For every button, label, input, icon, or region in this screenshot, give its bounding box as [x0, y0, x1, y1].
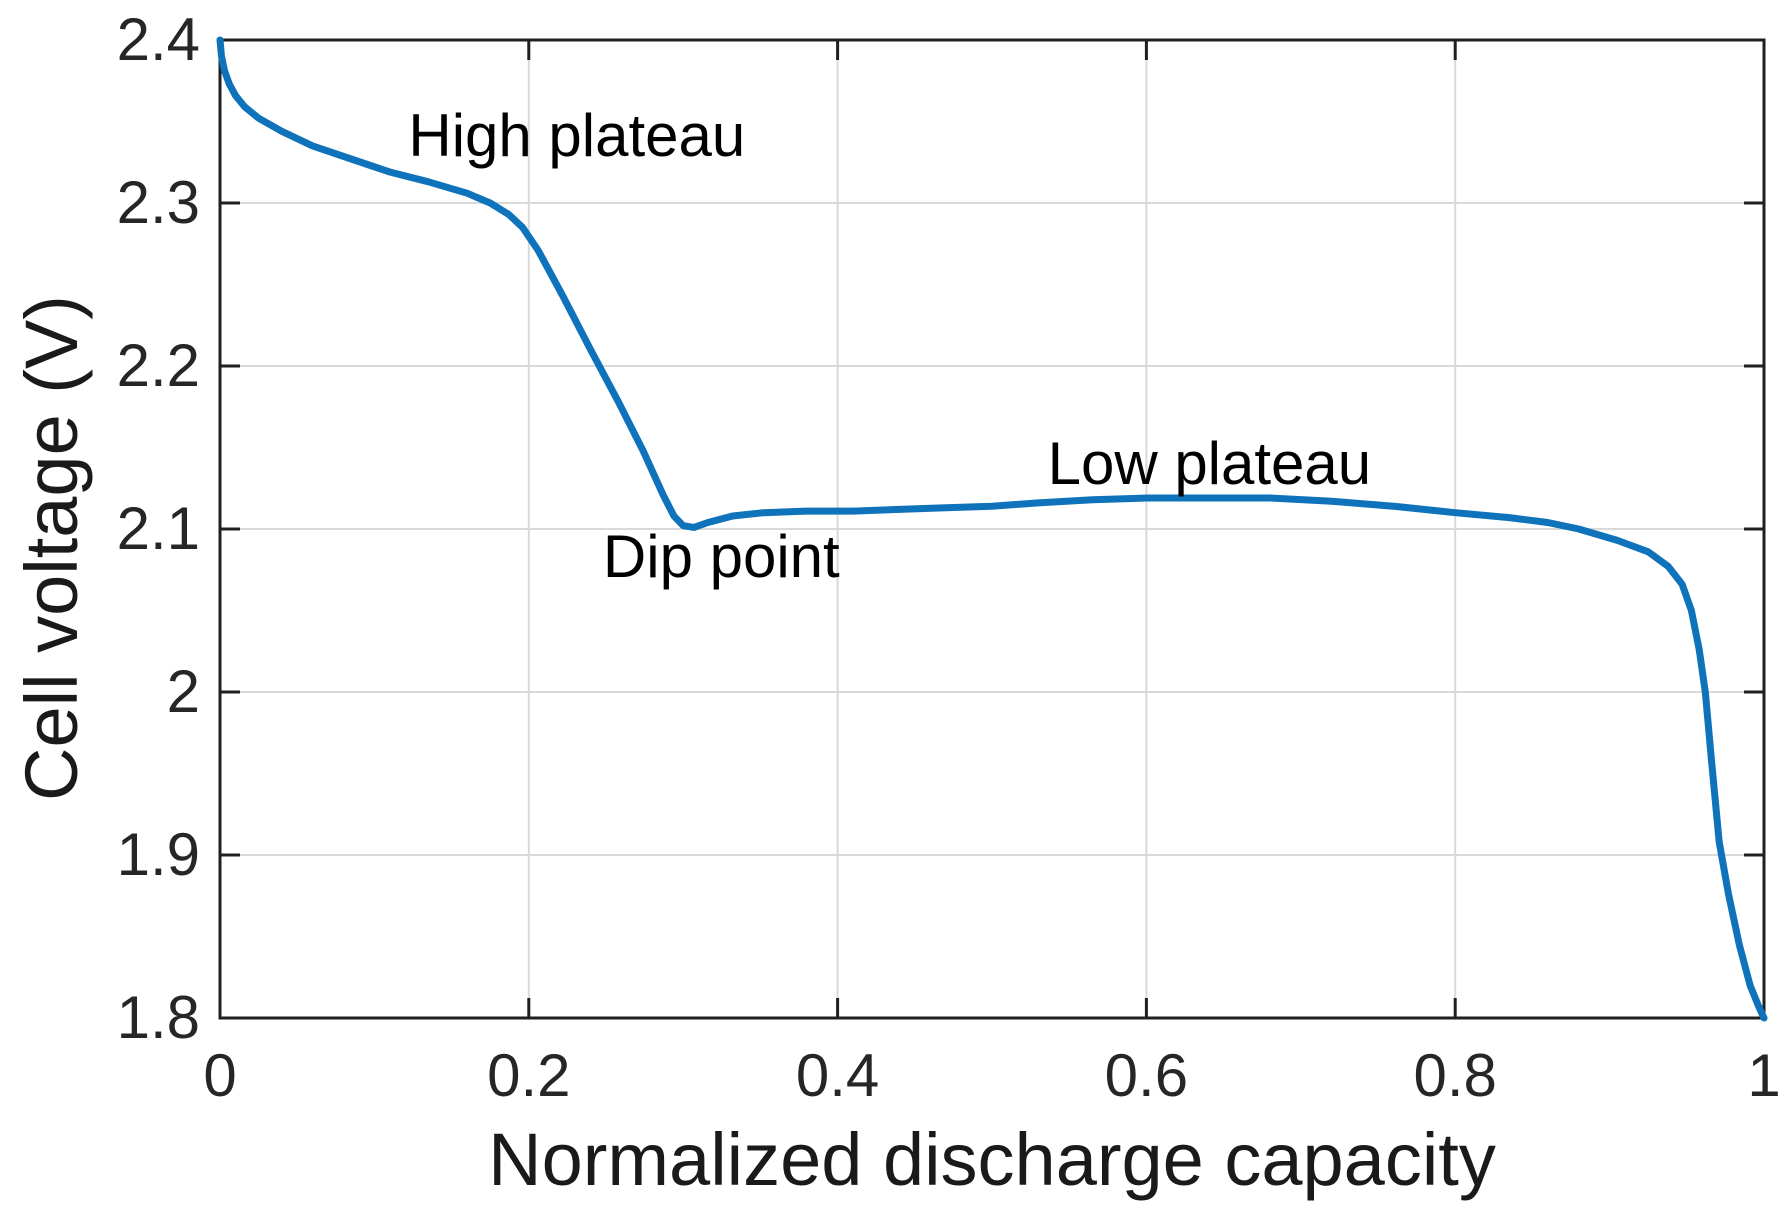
x-tick-label: 0.6	[1104, 1042, 1189, 1109]
voltage-curve	[216, 36, 1768, 1022]
y-tick-label: 2.1	[116, 495, 200, 562]
y-tick-label: 2.4	[116, 6, 200, 73]
axes-box	[218, 38, 1766, 1020]
y-tick-label: 2.3	[116, 169, 200, 236]
annotation-low-plateau: Low plateau	[1047, 429, 1372, 497]
x-tick-label: 0.2	[487, 1042, 571, 1109]
x-tick-label: 1	[1747, 1042, 1781, 1109]
x-axis-title: Normalized discharge capacity	[488, 1118, 1496, 1201]
y-tick-label: 1.8	[116, 984, 200, 1051]
x-tick-label: 0.8	[1413, 1042, 1497, 1109]
annotation-dip-point: Dip point	[602, 522, 840, 590]
y-tick-label: 2.2	[116, 332, 200, 399]
annotation-high-plateau: High plateau	[408, 102, 746, 170]
y-tick-label: 1.9	[116, 821, 200, 888]
x-tick-label: 0.4	[795, 1042, 880, 1109]
x-tick-label: 0	[203, 1042, 237, 1109]
y-tick-label: 2	[166, 658, 200, 725]
